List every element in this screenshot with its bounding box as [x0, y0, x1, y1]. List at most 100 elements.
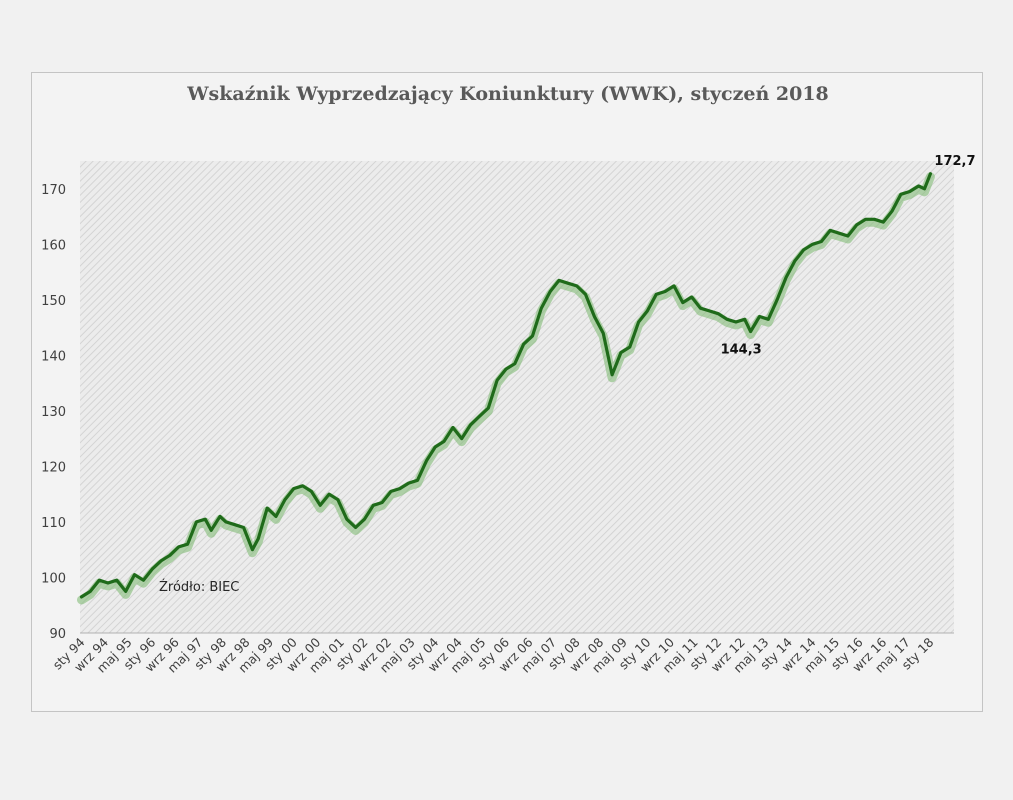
series-point: [504, 368, 508, 371]
series-point: [717, 312, 720, 315]
series-point: [451, 426, 455, 429]
series-point: [775, 298, 779, 301]
series-point: [531, 334, 534, 338]
series-point: [690, 295, 693, 299]
series-point: [327, 493, 331, 496]
source-note: Źródło: BIEC: [159, 579, 239, 595]
series-point: [899, 193, 903, 196]
series-point: [672, 284, 676, 288]
series-point: [186, 543, 189, 546]
series-point: [460, 437, 463, 440]
series-point: [882, 220, 885, 224]
series-point: [354, 526, 357, 529]
series-point: [442, 440, 446, 443]
series-point: [168, 554, 172, 557]
series-point: [380, 501, 384, 504]
series-point: [734, 320, 738, 324]
series-point: [864, 218, 867, 221]
series-point: [210, 529, 213, 532]
series-point: [106, 581, 110, 585]
series-point: [425, 459, 428, 463]
series-point: [159, 559, 163, 562]
y-tick-label: 120: [41, 460, 66, 475]
y-tick-label: 130: [41, 405, 66, 420]
series-point: [124, 590, 127, 593]
series-point: [628, 345, 631, 349]
series-point: [151, 567, 154, 571]
chart-svg: Wskaźnik Wyprzedzający Koniunktury (WWK)…: [41, 83, 975, 676]
series-point: [218, 515, 222, 518]
series-point: [372, 504, 375, 507]
series-point: [708, 309, 711, 313]
chart-frame: Wskaźnik Wyprzedzający Koniunktury (WWK)…: [31, 72, 983, 712]
series-point: [584, 293, 587, 296]
series-point: [389, 490, 393, 493]
chart-title: Wskaźnik Wyprzedzający Koniunktury (WWK)…: [186, 83, 829, 105]
series-point: [257, 537, 260, 540]
series-point: [637, 320, 640, 324]
series-point: [336, 498, 340, 501]
series-point: [266, 506, 269, 510]
y-tick-label: 170: [41, 183, 66, 198]
series-point: [758, 315, 761, 318]
series-point: [767, 318, 770, 321]
series-point: [398, 487, 401, 490]
series-point: [495, 379, 499, 382]
y-tick-label: 100: [41, 571, 66, 586]
y-tick-label: 150: [41, 294, 66, 309]
data-label: 172,7: [934, 154, 975, 169]
series-point: [363, 518, 366, 521]
series-point: [593, 315, 596, 318]
series-point: [655, 293, 658, 296]
plot-area: [80, 161, 954, 633]
data-label: 144,3: [721, 342, 762, 357]
series-point: [829, 229, 832, 232]
series-points: [80, 172, 932, 599]
series-point: [310, 490, 313, 493]
series-point: [663, 290, 667, 293]
y-tick-label: 140: [41, 349, 66, 364]
series-point: [846, 234, 850, 238]
series-point: [619, 351, 623, 354]
series-point: [233, 523, 236, 526]
series-point: [416, 479, 419, 482]
series-point: [602, 331, 605, 335]
series-point: [749, 330, 752, 333]
y-tick-label: 160: [41, 238, 66, 253]
series-point: [274, 515, 278, 518]
series-point: [133, 573, 136, 576]
series-point: [345, 518, 348, 521]
series-point: [319, 504, 322, 507]
series-point: [837, 232, 841, 235]
series-point: [575, 284, 578, 288]
series-point: [224, 520, 228, 524]
series-point: [204, 518, 207, 521]
series-point: [929, 172, 932, 175]
y-tick-label: 90: [49, 627, 66, 642]
series-point: [820, 240, 823, 243]
series-point: [407, 481, 410, 485]
series-point: [522, 343, 525, 346]
y-tick-label: 110: [41, 516, 66, 531]
series-point: [923, 187, 926, 190]
series-point: [142, 579, 145, 582]
series-point: [513, 362, 516, 365]
series-point: [908, 190, 911, 193]
series-point: [802, 248, 805, 251]
series-point: [793, 259, 796, 263]
y-axis-ticks: 90 100 110 120 130 140 150 160 170: [41, 183, 66, 642]
series-point: [873, 218, 876, 221]
series-point: [242, 526, 245, 529]
series-point: [251, 548, 254, 551]
series-point: [434, 445, 437, 449]
series-point: [469, 423, 472, 426]
series-point: [549, 290, 552, 293]
series-point: [177, 545, 180, 549]
series-point: [301, 484, 304, 487]
series-point: [283, 498, 287, 501]
series-point: [557, 279, 561, 282]
series-point: [917, 184, 920, 188]
series-point: [725, 318, 729, 321]
series-point: [784, 276, 788, 279]
